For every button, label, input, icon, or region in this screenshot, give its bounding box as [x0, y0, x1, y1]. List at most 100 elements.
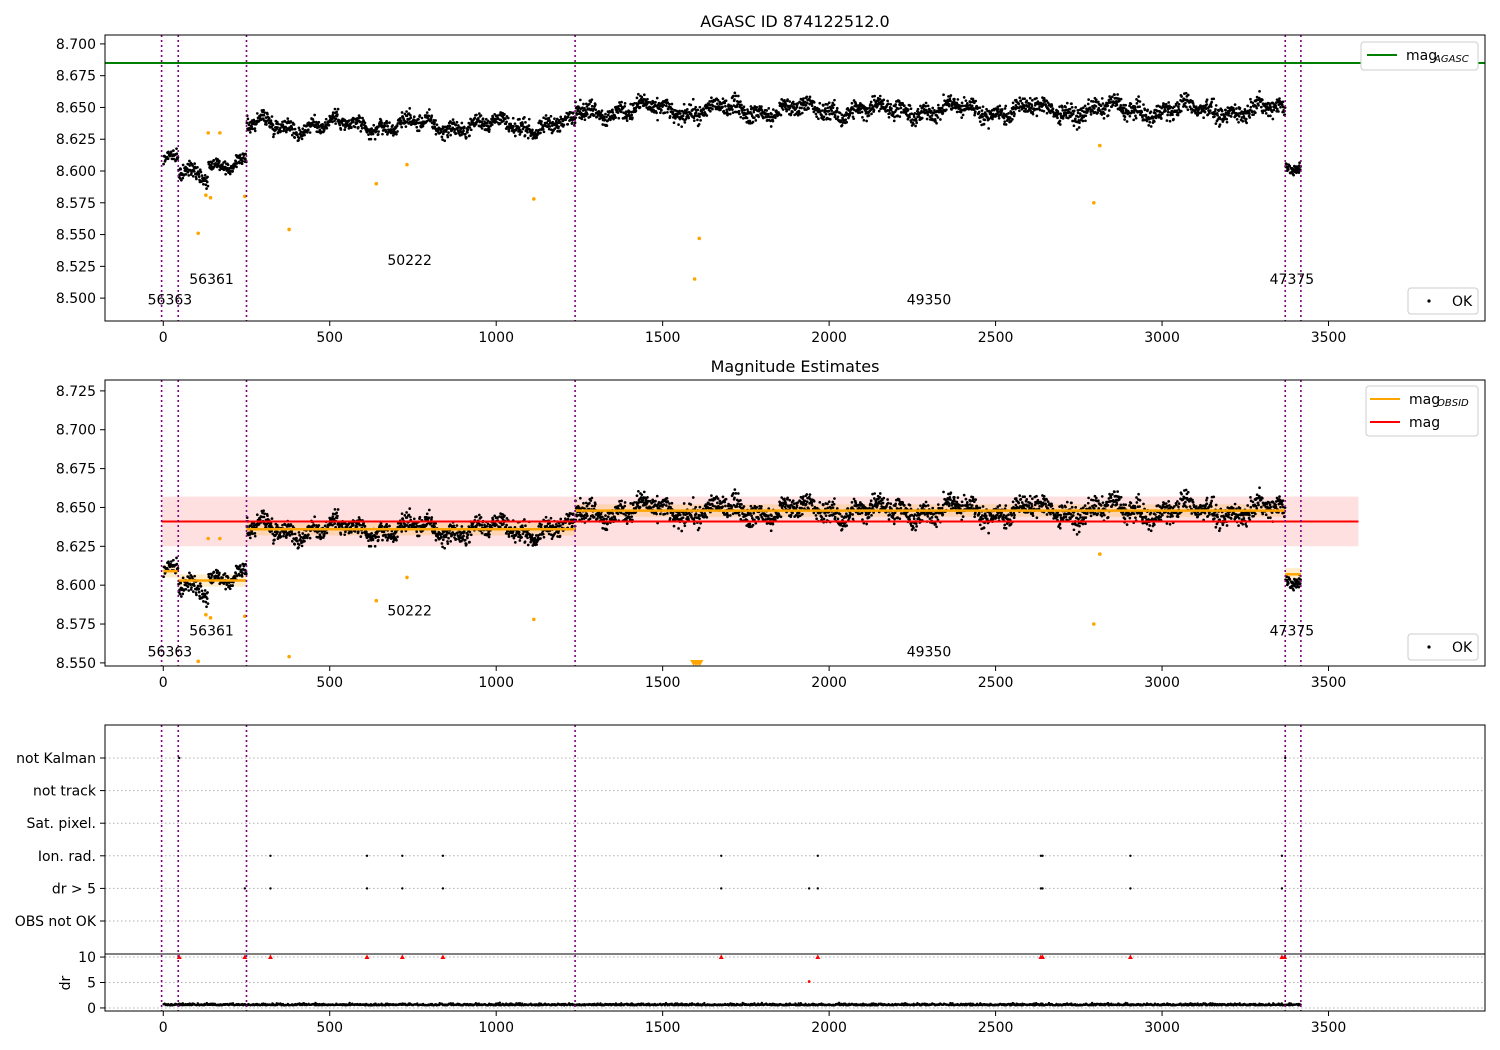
ok-point [1042, 96, 1046, 100]
ok-point [1109, 98, 1113, 101]
agasc-legend-lower[interactable]: OK [1407, 287, 1479, 315]
ok-point [456, 124, 460, 127]
ok-point [510, 129, 514, 133]
ok-point [655, 512, 658, 516]
ok-point [313, 113, 316, 117]
ok-point [822, 118, 825, 121]
ok-point [447, 536, 450, 540]
ok-point [371, 132, 375, 136]
ok-point [202, 600, 205, 603]
ok-point [685, 108, 689, 111]
ok-point [1011, 118, 1014, 121]
ok-point [908, 104, 912, 107]
ok-point [1101, 102, 1105, 105]
ok-point [760, 108, 764, 112]
ok-point [279, 531, 282, 534]
ok-point [221, 576, 224, 580]
ok-point [293, 542, 297, 546]
ok-point [172, 558, 175, 562]
ok-point [736, 492, 740, 495]
ok-point [908, 115, 911, 119]
ok-point [1102, 116, 1106, 120]
ok-point [545, 121, 549, 125]
ok-point [1035, 96, 1038, 100]
ok-point [831, 106, 835, 110]
x-tick-label: 3000 [1144, 330, 1180, 346]
ok-point [503, 514, 506, 518]
ok-point [791, 110, 794, 114]
ok-point [363, 121, 367, 125]
ok-point [585, 514, 589, 518]
ok-point [616, 512, 620, 516]
ok-point [321, 122, 325, 126]
ok-point [297, 136, 301, 140]
ok-point [485, 524, 489, 528]
ok-point [333, 522, 336, 525]
ok-point [942, 93, 945, 97]
ok-point [589, 499, 593, 502]
outlier-point [218, 131, 222, 135]
ok-point [270, 115, 274, 118]
ok-point [723, 500, 727, 504]
ok-point [730, 505, 734, 509]
ok-point [765, 109, 769, 112]
ok-point [296, 539, 299, 543]
ok-point [417, 129, 421, 133]
outlier-point [532, 197, 536, 201]
ok-point [867, 114, 871, 117]
ok-point [175, 147, 178, 151]
ok-point [272, 542, 275, 545]
ok-point [707, 106, 710, 110]
ok-point [360, 531, 364, 535]
ok-point [678, 513, 682, 517]
ok-point [430, 114, 434, 118]
ok-point [197, 587, 201, 591]
ok-point [851, 111, 854, 115]
ok-point [736, 103, 739, 106]
ok-point [1261, 98, 1264, 102]
ok-point [415, 125, 419, 129]
ok-point [1246, 104, 1250, 108]
ok-point [1104, 107, 1107, 111]
ok-point [721, 505, 724, 509]
ok-point [452, 121, 456, 124]
ok-point [540, 523, 543, 527]
ok-point [1087, 98, 1090, 102]
ok-point [460, 121, 464, 125]
ok-point [681, 114, 685, 118]
agasc-panel-axes: 0 500 1000 1500 2000 2500 3000 35008.5008.5258.… [56, 37, 1346, 346]
ok-point [1144, 113, 1148, 117]
ok-point [827, 101, 831, 105]
ok-point [448, 124, 452, 128]
ok-point [708, 103, 712, 107]
ok-point [289, 120, 293, 123]
ok-point [460, 525, 464, 528]
ok-point [440, 542, 444, 545]
agasc-legend-upper[interactable]: mag AGASC [1360, 41, 1479, 71]
ok-point [1149, 125, 1153, 128]
ok-point [620, 100, 623, 104]
ok-point [1235, 107, 1238, 110]
ok-point [668, 502, 671, 505]
y-tick-label: 8.650 [56, 100, 96, 116]
ok-point [748, 119, 752, 123]
ok-point [353, 530, 357, 533]
ok-point [668, 114, 672, 118]
ok-point [1064, 113, 1068, 117]
ok-point [582, 102, 585, 106]
ok-point [899, 106, 903, 110]
ok-point [205, 605, 208, 609]
ok-point [409, 113, 412, 117]
ok-point [722, 109, 726, 113]
ok-point [920, 116, 924, 120]
ok-point [674, 117, 677, 120]
ok-point [671, 511, 675, 515]
ok-point [1018, 109, 1021, 113]
ok-point [1058, 119, 1062, 123]
agasc-panel-title: AGASC ID 874122512.0 [700, 12, 889, 31]
ok-point [681, 516, 685, 520]
ok-point [734, 94, 738, 98]
ok-point [526, 136, 530, 140]
outlier-point [374, 181, 379, 186]
ok-point [240, 574, 244, 578]
